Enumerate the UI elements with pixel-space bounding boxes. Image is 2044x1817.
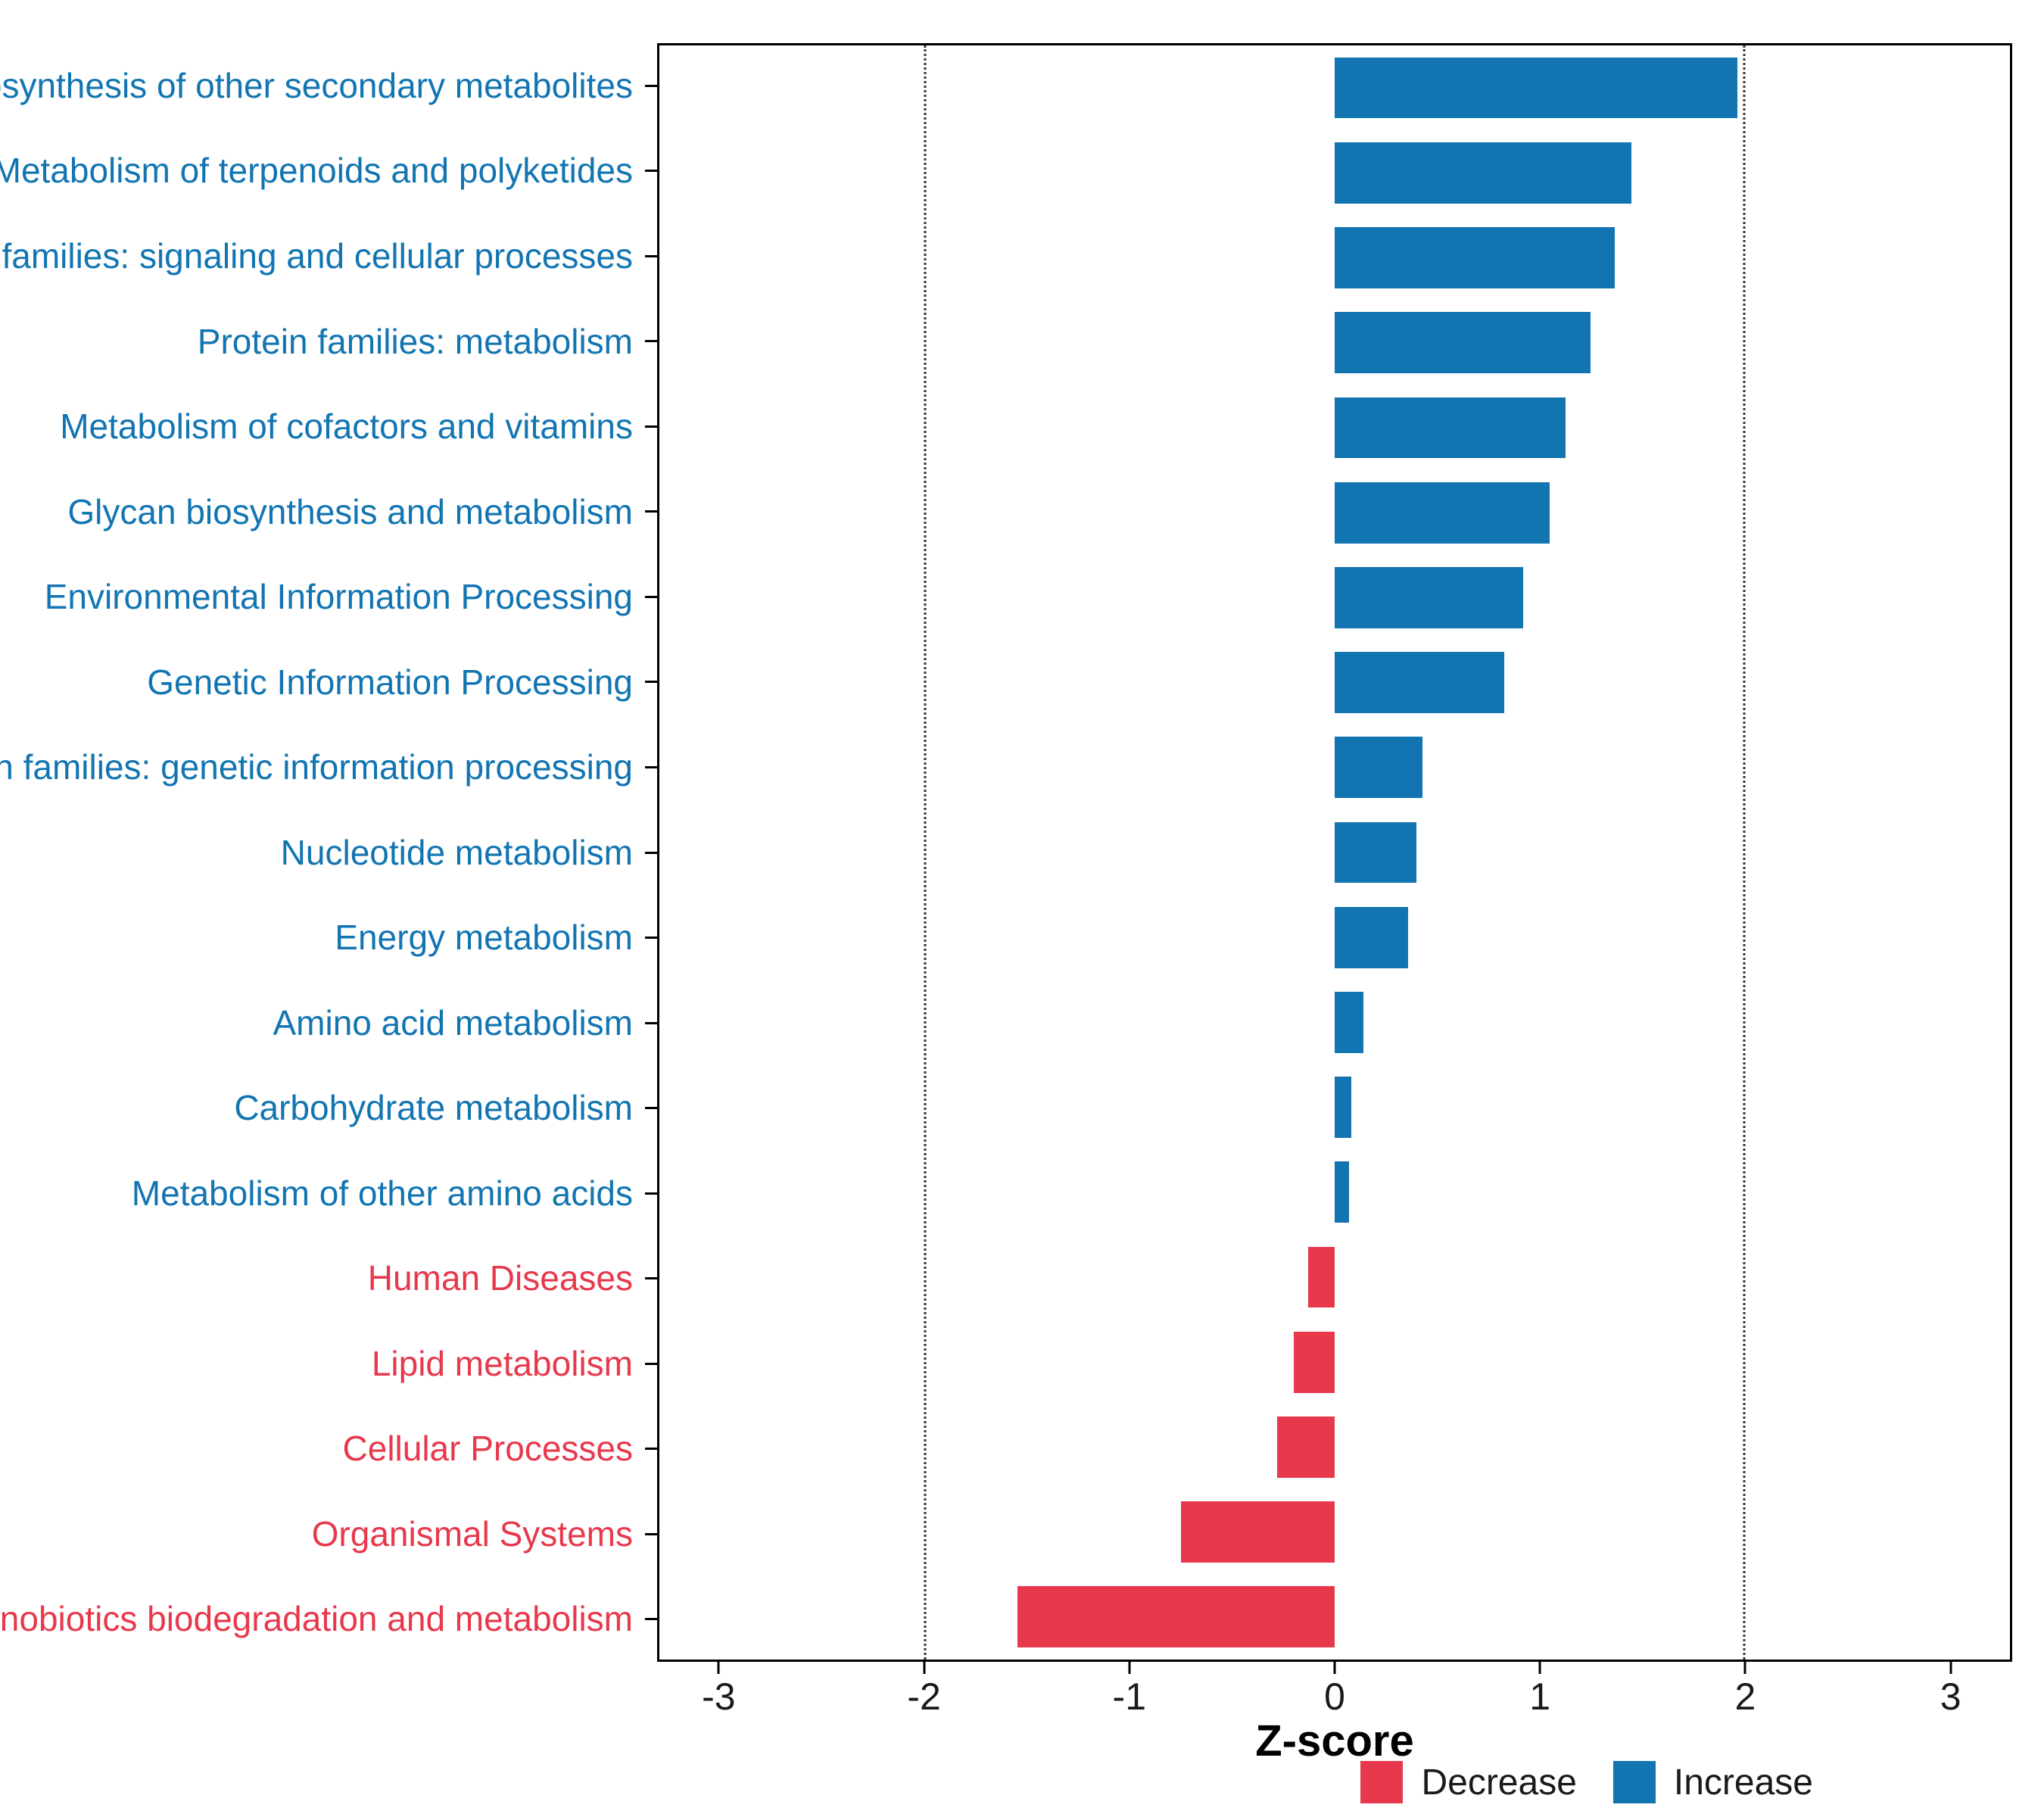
y-tick-mark [645, 1448, 657, 1451]
x-axis-ticks [657, 1662, 2012, 1675]
legend-label-increase: Increase [1673, 1762, 1813, 1803]
y-axis-label: Cellular Processes [342, 1429, 633, 1469]
y-tick-mark [645, 425, 657, 428]
y-axis-label: Protein families: signaling and cellular… [0, 236, 633, 276]
x-tick-label: -3 [702, 1675, 736, 1718]
plot-panel [657, 43, 2012, 1662]
y-axis-label: Carbohydrate metabolism [234, 1088, 633, 1128]
x-tick-mark [717, 1662, 720, 1674]
bar-decrease [1017, 1586, 1335, 1648]
y-axis-label: Organismal Systems [311, 1513, 633, 1554]
x-tick-label: 3 [1940, 1675, 1961, 1718]
bar-increase [1335, 737, 1423, 799]
x-tick-label: -2 [907, 1675, 941, 1718]
bar-increase [1335, 1077, 1351, 1139]
x-tick-mark [1128, 1662, 1131, 1674]
increase-color-swatch [1612, 1761, 1656, 1803]
y-tick-mark [645, 595, 657, 598]
bar-increase [1335, 142, 1631, 204]
reference-line [1743, 45, 1746, 1660]
x-tick-mark [1538, 1662, 1541, 1674]
y-axis: Biosynthesis of other secondary metaboli… [0, 43, 657, 1662]
y-axis-label: Protein families: metabolism [197, 321, 633, 361]
bar-increase [1335, 397, 1566, 459]
y-axis-label: Lipid metabolism [371, 1343, 633, 1383]
y-axis-label: Biosynthesis of other secondary metaboli… [0, 65, 633, 105]
y-tick-mark [645, 170, 657, 173]
bar-decrease [1293, 1331, 1335, 1393]
x-axis-title: Z-score [1255, 1716, 1414, 1766]
x-tick-mark [1333, 1662, 1336, 1674]
y-axis-label: Metabolism of other amino acids [131, 1173, 633, 1213]
bar-decrease [1181, 1501, 1335, 1563]
y-axis-label: Amino acid metabolism [273, 1002, 633, 1043]
x-tick-mark [1949, 1662, 1952, 1674]
y-tick-mark [645, 510, 657, 513]
y-axis-label: Energy metabolism [335, 918, 633, 958]
bar-increase [1335, 57, 1738, 119]
bar-decrease [1307, 1246, 1335, 1308]
x-tick-label: 0 [1324, 1675, 1345, 1718]
bar-increase [1335, 227, 1616, 288]
y-tick-mark [645, 1021, 657, 1024]
bar-increase [1335, 482, 1550, 544]
y-axis-label: Metabolism of terpenoids and polyketides [0, 151, 633, 191]
y-tick-mark [645, 1192, 657, 1195]
x-tick-label: 1 [1529, 1675, 1551, 1718]
x-tick-mark [1743, 1662, 1746, 1674]
y-tick-mark [645, 937, 657, 940]
y-axis-label: Human Diseases [367, 1258, 633, 1298]
x-tick-label: 2 [1734, 1675, 1756, 1718]
y-tick-mark [645, 84, 657, 87]
y-axis-label: Nucleotide metabolism [280, 832, 633, 872]
legend: Decrease Increase [1360, 1761, 1813, 1803]
bar-increase [1335, 821, 1417, 884]
x-axis-tick-labels: -3 -2 -1 0 1 2 3 [657, 1675, 2012, 1719]
y-tick-mark [645, 254, 657, 257]
y-tick-mark [645, 681, 657, 684]
bar-increase [1335, 652, 1505, 713]
bar-increase [1335, 906, 1409, 968]
x-tick-mark [923, 1662, 926, 1674]
legend-item-decrease: Decrease [1360, 1761, 1577, 1803]
y-tick-mark [645, 1532, 657, 1535]
bar-increase [1335, 566, 1523, 628]
y-tick-mark [645, 851, 657, 854]
y-tick-mark [645, 340, 657, 343]
y-tick-mark [645, 1362, 657, 1365]
y-tick-mark [645, 1107, 657, 1110]
legend-item-increase: Increase [1612, 1761, 1813, 1803]
y-tick-mark [645, 1618, 657, 1621]
y-axis-label: Metabolism of cofactors and vitamins [60, 407, 633, 447]
legend-label-decrease: Decrease [1421, 1762, 1577, 1803]
bar-increase [1335, 312, 1591, 374]
y-axis-label: Xenobiotics biodegradation and metabolis… [0, 1599, 633, 1639]
y-axis-label: Genetic Information Processing [147, 662, 633, 702]
y-axis-label: Protein families: genetic information pr… [0, 747, 633, 787]
reference-line [924, 45, 927, 1660]
y-tick-mark [645, 1277, 657, 1280]
y-tick-mark [645, 765, 657, 768]
bar-decrease [1277, 1417, 1335, 1478]
bar-increase [1335, 1161, 1349, 1223]
y-axis-label: Environmental Information Processing [44, 577, 633, 617]
x-tick-label: -1 [1112, 1675, 1147, 1718]
y-axis-label: Glycan biosynthesis and metabolism [67, 491, 633, 531]
decrease-color-swatch [1360, 1761, 1404, 1803]
bar-increase [1335, 992, 1363, 1053]
